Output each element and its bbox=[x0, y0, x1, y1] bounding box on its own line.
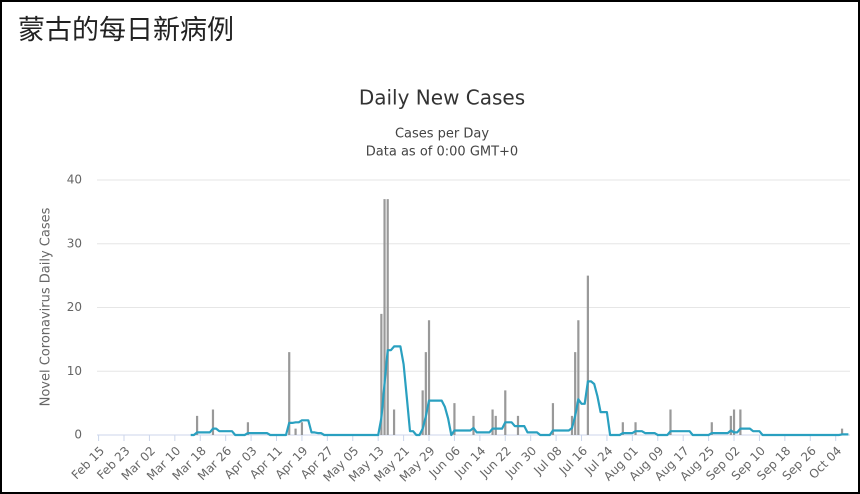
bar bbox=[491, 409, 494, 435]
bar bbox=[669, 409, 672, 435]
x-tick-label: Jul 08 bbox=[530, 444, 564, 478]
bar bbox=[288, 352, 291, 435]
bar bbox=[211, 409, 215, 435]
bar bbox=[739, 409, 742, 435]
bar bbox=[427, 320, 431, 435]
line bbox=[190, 345, 849, 437]
bar bbox=[453, 403, 456, 435]
bar bbox=[551, 403, 555, 435]
bar bbox=[424, 352, 427, 435]
y-axis-label: Novel Coronavirus Daily Cases bbox=[39, 207, 54, 406]
bar bbox=[840, 428, 844, 435]
bar bbox=[380, 313, 383, 435]
bar bbox=[710, 422, 713, 435]
bar bbox=[634, 422, 637, 435]
bar bbox=[577, 320, 580, 435]
bar bbox=[246, 422, 250, 435]
x-tick-label: Jul 16 bbox=[556, 444, 590, 478]
y-tick-label: 10 bbox=[67, 364, 82, 378]
bar bbox=[621, 422, 624, 435]
y-tick-label: 40 bbox=[67, 173, 82, 187]
chart-title: Daily New Cases bbox=[359, 86, 525, 110]
page-title: 蒙古的每日新病例 bbox=[18, 15, 234, 46]
bar bbox=[586, 275, 589, 435]
bar bbox=[392, 409, 396, 435]
y-tick-label: 0 bbox=[74, 428, 82, 442]
bar bbox=[386, 199, 389, 435]
bar bbox=[494, 415, 497, 435]
chart-subtitle: Data as of 0:00 GMT+0 bbox=[366, 145, 518, 160]
bar bbox=[294, 428, 297, 435]
bar bbox=[300, 422, 304, 435]
bar bbox=[574, 352, 577, 435]
bar bbox=[195, 415, 199, 435]
bar bbox=[729, 415, 732, 435]
bar bbox=[421, 390, 424, 435]
bar bbox=[383, 199, 386, 435]
bar bbox=[472, 415, 475, 435]
y-tick-label: 30 bbox=[67, 236, 82, 250]
y-tick-label: 20 bbox=[67, 300, 82, 314]
bar bbox=[504, 390, 507, 435]
bar bbox=[732, 409, 736, 435]
chart-subtitle: Cases per Day bbox=[395, 127, 489, 142]
